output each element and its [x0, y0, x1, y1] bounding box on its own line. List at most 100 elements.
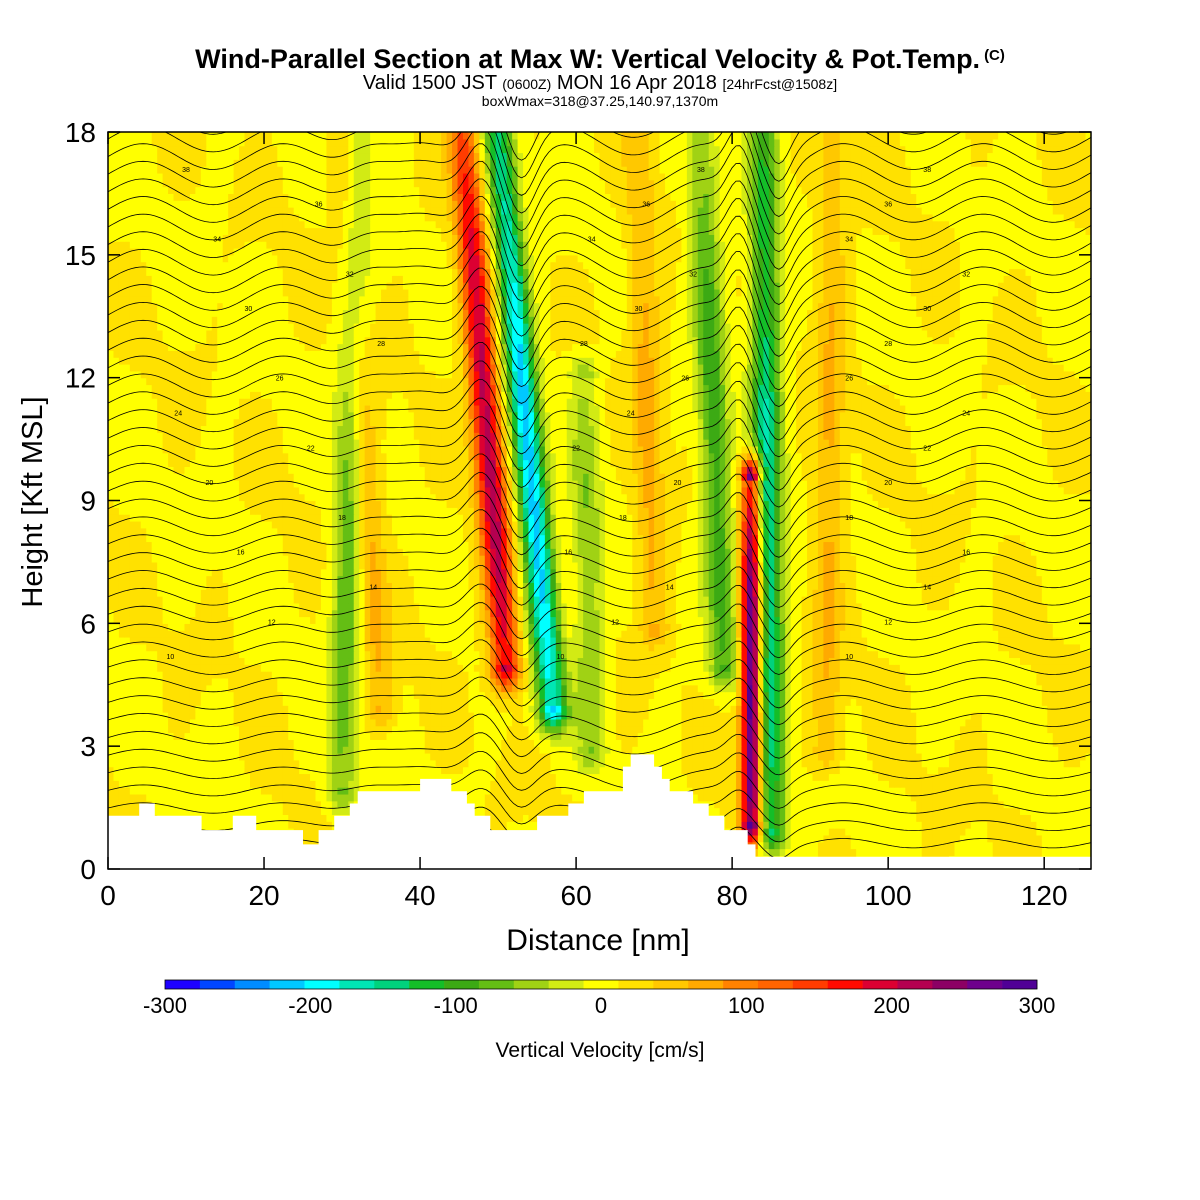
- w-cell: [615, 698, 622, 706]
- w-cell: [348, 691, 355, 699]
- w-cell: [976, 821, 983, 829]
- w-cell: [730, 807, 737, 815]
- w-cell: [446, 773, 453, 781]
- w-cell: [151, 712, 158, 720]
- w-cell: [883, 773, 890, 781]
- w-cell: [146, 759, 153, 768]
- w-cell: [1009, 698, 1016, 706]
- w-cell: [708, 677, 715, 686]
- w-cell: [566, 698, 573, 706]
- w-cell: [774, 739, 781, 747]
- w-cell: [168, 746, 175, 754]
- w-cell: [599, 718, 606, 727]
- w-cell: [173, 752, 180, 761]
- w-cell: [561, 793, 568, 802]
- w-cell: [1069, 841, 1076, 850]
- w-cell: [528, 800, 535, 809]
- w-cell: [675, 766, 683, 775]
- w-cell: [1074, 821, 1081, 829]
- w-cell: [506, 691, 513, 699]
- w-cell: [867, 814, 874, 822]
- w-cell: [768, 800, 775, 809]
- w-cell: [828, 725, 835, 734]
- w-cell: [304, 752, 311, 761]
- w-cell: [812, 752, 819, 761]
- w-cell: [162, 677, 169, 686]
- w-cell: [839, 698, 846, 706]
- w-cell: [1041, 698, 1048, 706]
- w-cell: [1025, 732, 1032, 740]
- w-cell: [381, 773, 388, 781]
- w-cell: [774, 807, 781, 815]
- w-cell: [337, 759, 344, 768]
- w-cell: [364, 752, 371, 761]
- w-cell: [168, 732, 175, 740]
- w-cell: [692, 766, 699, 775]
- w-cell: [583, 684, 590, 693]
- w-cell: [1036, 732, 1043, 740]
- w-cell: [157, 718, 164, 727]
- w-cell: [883, 739, 890, 747]
- w-cell: [523, 752, 530, 761]
- w-cell: [796, 725, 803, 734]
- w-cell: [555, 739, 562, 747]
- w-cell: [402, 752, 409, 761]
- w-cell: [888, 759, 895, 768]
- w-cell: [189, 739, 196, 747]
- w-cell: [146, 793, 153, 802]
- w-cell: [1058, 684, 1065, 693]
- w-cell: [1009, 705, 1016, 713]
- w-cell: [714, 759, 721, 768]
- w-cell: [375, 752, 382, 761]
- w-cell: [583, 705, 590, 713]
- w-cell: [817, 841, 824, 850]
- w-cell: [621, 705, 628, 713]
- w-cell: [736, 705, 743, 713]
- w-cell: [512, 814, 519, 822]
- w-cell: [391, 718, 399, 727]
- w-cell: [714, 684, 721, 693]
- w-cell: [817, 800, 824, 809]
- w-cell: [217, 800, 224, 809]
- w-cell: [310, 739, 317, 747]
- w-cell: [817, 725, 824, 734]
- w-cell: [140, 684, 147, 693]
- w-cell: [790, 677, 797, 686]
- w-cell: [222, 725, 229, 734]
- w-cell: [1047, 834, 1054, 843]
- w-cell: [916, 841, 923, 850]
- w-cell: [452, 746, 459, 754]
- w-cell: [348, 746, 355, 754]
- w-cell: [970, 848, 977, 856]
- w-cell: [1041, 766, 1048, 775]
- w-cell: [1003, 705, 1010, 713]
- w-cell: [342, 752, 349, 761]
- w-cell: [768, 787, 775, 795]
- w-cell: [200, 814, 207, 822]
- w-cell: [839, 684, 846, 693]
- w-cell: [315, 698, 322, 706]
- w-cell: [310, 752, 317, 761]
- w-cell: [583, 780, 590, 788]
- w-cell: [413, 718, 420, 727]
- w-cell: [790, 746, 797, 754]
- w-cell: [228, 766, 235, 775]
- w-cell: [785, 705, 792, 713]
- w-cell: [381, 712, 388, 720]
- w-cell: [255, 793, 262, 802]
- w-cell: [266, 807, 273, 815]
- w-cell: [746, 834, 754, 843]
- w-cell: [992, 718, 999, 727]
- w-cell: [282, 787, 289, 795]
- w-cell: [288, 787, 295, 795]
- w-cell: [271, 787, 278, 795]
- w-cell: [839, 787, 846, 795]
- w-cell: [790, 759, 797, 768]
- w-cell: [1069, 787, 1076, 795]
- w-cell: [965, 821, 972, 829]
- w-cell: [555, 766, 562, 775]
- w-cell: [528, 759, 535, 768]
- w-cell: [610, 712, 617, 720]
- w-cell: [708, 787, 715, 795]
- w-cell: [867, 691, 874, 699]
